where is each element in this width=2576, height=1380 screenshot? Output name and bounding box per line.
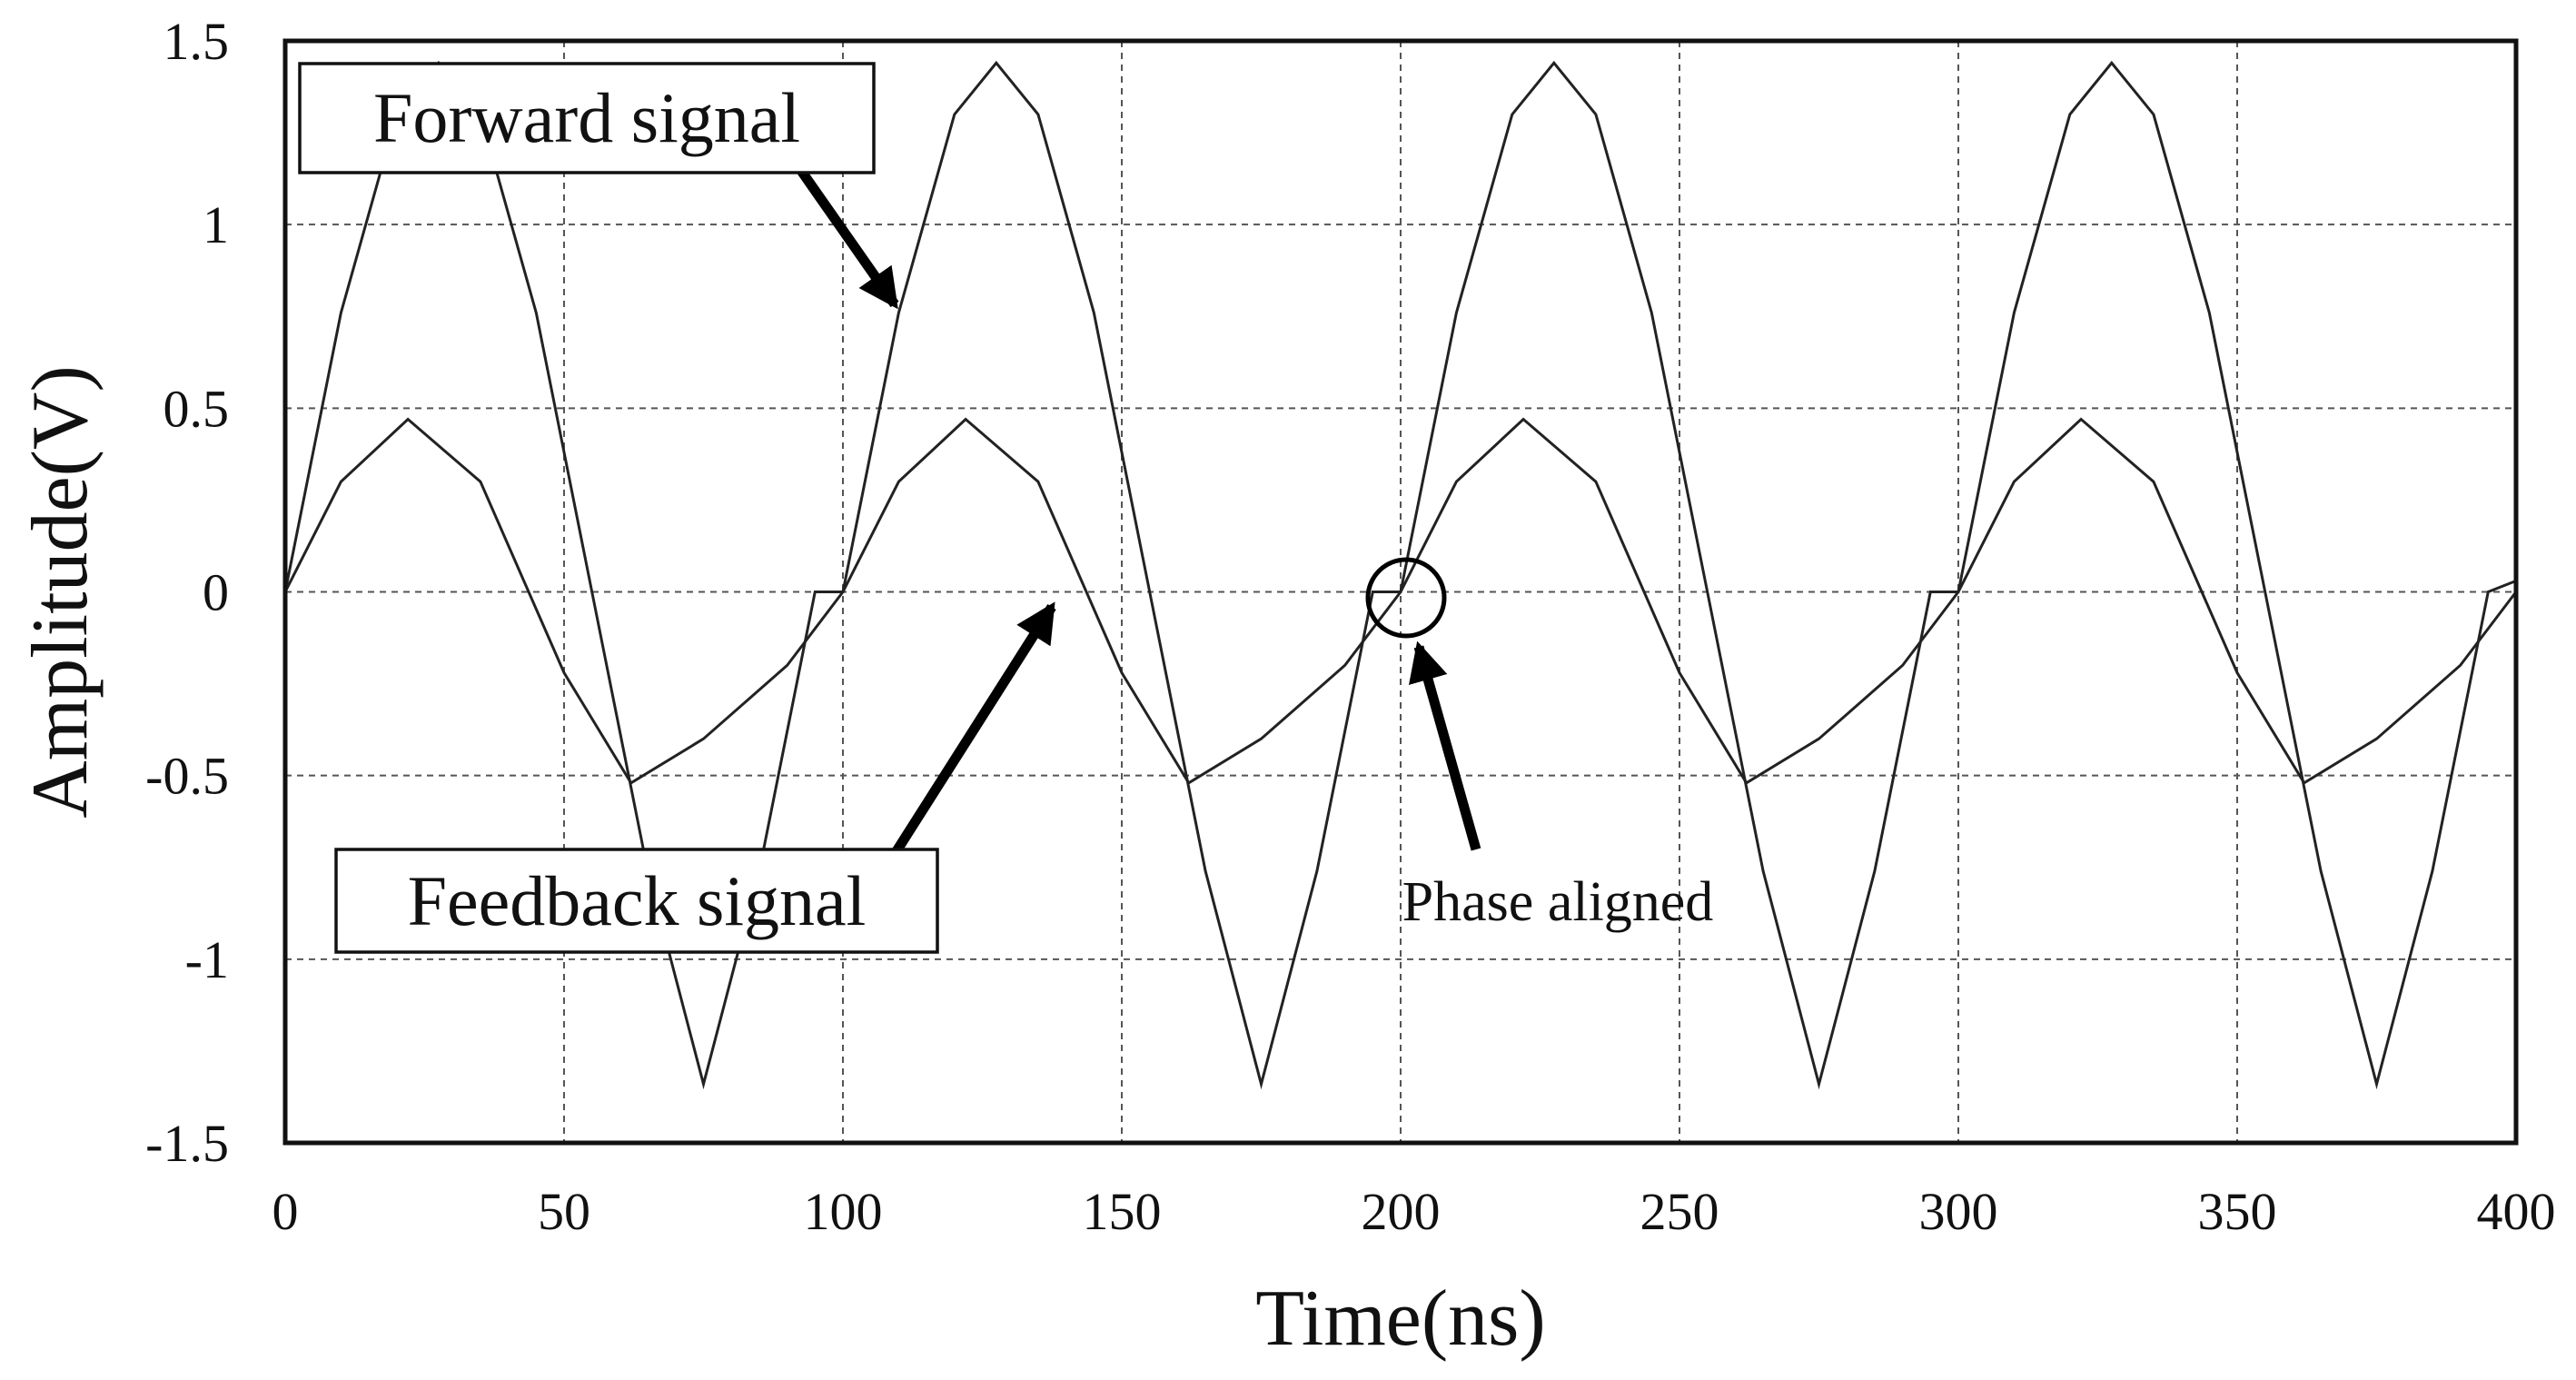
forward-signal-label: Forward signal [373,78,800,157]
x-tick-label: 0 [272,1182,299,1241]
x-tick-label: 350 [2198,1182,2277,1241]
x-tick-label: 250 [1640,1182,1719,1241]
y-tick-label: 0.5 [163,379,230,438]
plot-frame [282,38,2519,1146]
y-tick-label: -0.5 [145,747,229,806]
feedback-signal-label: Feedback signal [408,861,867,940]
x-tick-label: 100 [804,1182,883,1241]
y-tick-label: 0 [203,563,229,622]
series-line-2 [283,417,2518,785]
y-tick-label: 1.5 [163,12,230,71]
x-tick-label: 50 [538,1182,590,1241]
forward-signal-box [298,62,876,174]
x-tick-label: 150 [1083,1182,1162,1241]
annotations: Forward signal Feedback signal Phase ali… [298,62,1714,954]
x-tick-label: 300 [1919,1182,1998,1241]
y-tick-label: 1 [203,195,229,254]
feedback-signal-callout: Feedback signal [334,601,1056,954]
x-axis-title: Time(ns) [1255,1275,1545,1363]
feedback-signal-box [334,848,939,954]
y-tick-labels: -1.5 -1 -0.5 0 0.5 1 1.5 [145,12,229,1173]
y-tick-label: -1.5 [145,1114,229,1173]
forward-signal-arrow [795,164,899,310]
y-tick-label: -1 [185,930,229,989]
feedback-signal-arrow [890,601,1056,857]
x-tick-label: 400 [2477,1182,2556,1241]
x-tick-labels: 0 50 100 150 200 250 300 350 400 [272,1182,2556,1241]
y-axis-title: Amplitude(V) [16,365,104,819]
phase-aligned-callout: Phase aligned [1365,557,1714,933]
forward-signal-callout: Forward signal [298,62,899,310]
phase-aligned-label: Phase aligned [1402,871,1714,933]
x-tick-label: 200 [1362,1182,1441,1241]
phase-aligned-circle [1365,557,1447,639]
phase-aligned-arrow [1408,640,1481,851]
